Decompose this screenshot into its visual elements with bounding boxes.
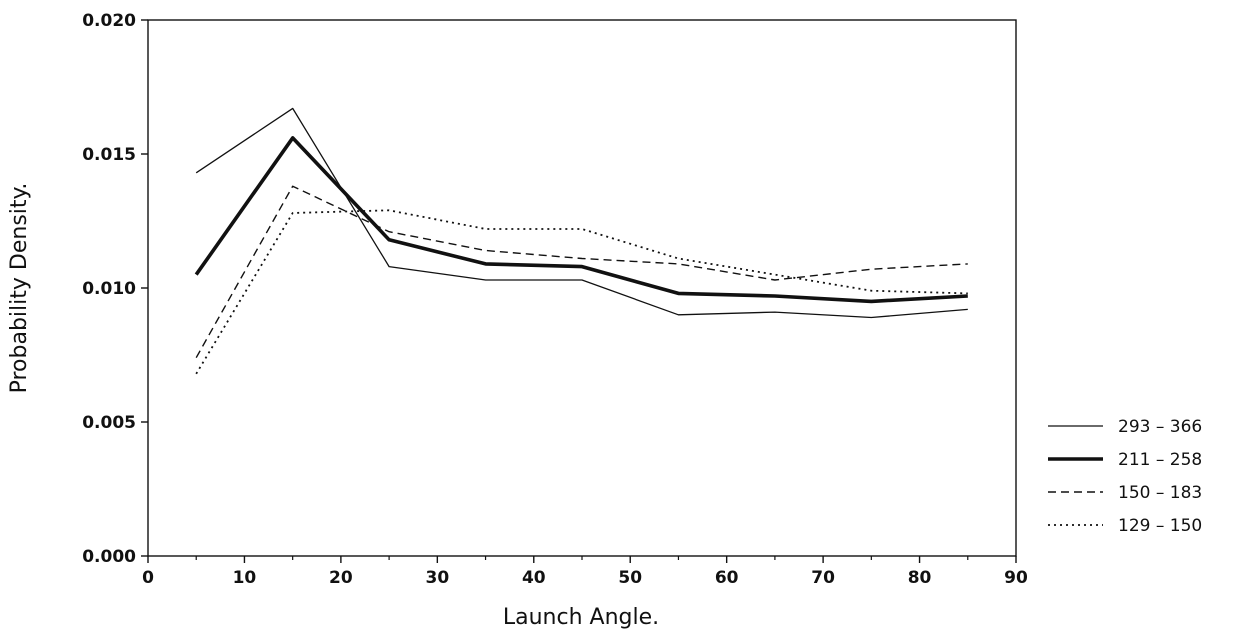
y-tick-label: 0.005 [82,413,136,433]
x-tick-label: 50 [618,568,642,588]
legend-label-2: 211 – 258 [1118,450,1202,470]
y-tick-label: 0.020 [82,11,136,31]
plot-frame [147,19,1017,557]
legend-label-4: 129 – 150 [1118,516,1202,536]
y-axis-title: Probability Density. [7,183,32,394]
legend-label-1: 293 – 366 [1118,417,1202,437]
x-axis-title: Launch Angle. [503,605,659,630]
y-tick-label: 0.010 [82,279,136,299]
series-line-4 [195,209,968,375]
x-tick-label: 30 [425,568,449,588]
legend-label-3: 150 – 183 [1118,483,1202,503]
x-tick-label: 60 [715,568,739,588]
y-tick-label: 0.000 [82,547,136,567]
x-tick-label: 20 [329,568,353,588]
x-tick-label: 40 [522,568,546,588]
x-tick-label: 90 [1004,568,1028,588]
series-line-3 [195,185,968,359]
series-line-1 [195,107,968,319]
x-tick-label: 80 [908,568,932,588]
x-tick-label: 10 [233,568,257,588]
series-line-2 [194,136,968,304]
y-tick-label: 0.015 [82,145,136,165]
x-tick-label: 0 [142,568,154,588]
x-tick-label: 70 [811,568,835,588]
